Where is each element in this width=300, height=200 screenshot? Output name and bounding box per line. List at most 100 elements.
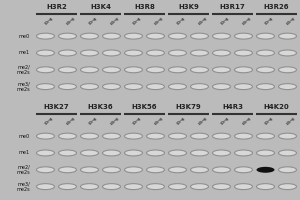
Text: H3R8: H3R8	[134, 4, 155, 10]
Circle shape	[169, 67, 187, 73]
Circle shape	[256, 133, 274, 139]
Text: 60ng: 60ng	[154, 115, 164, 126]
Circle shape	[256, 33, 274, 39]
Circle shape	[37, 184, 55, 190]
Circle shape	[37, 84, 55, 90]
Text: 60ng: 60ng	[198, 15, 208, 26]
Circle shape	[256, 150, 274, 156]
Circle shape	[235, 33, 253, 39]
Circle shape	[124, 184, 142, 190]
Text: 10ng: 10ng	[264, 115, 274, 126]
Circle shape	[37, 50, 55, 56]
Circle shape	[103, 133, 121, 139]
Circle shape	[37, 133, 55, 139]
Circle shape	[169, 167, 187, 173]
Circle shape	[146, 33, 164, 39]
Circle shape	[169, 150, 187, 156]
Circle shape	[169, 33, 187, 39]
Circle shape	[124, 167, 142, 173]
Text: 60ng: 60ng	[198, 115, 208, 126]
Text: 60ng: 60ng	[110, 115, 120, 126]
Circle shape	[190, 150, 208, 156]
Circle shape	[103, 67, 121, 73]
Text: 60ng: 60ng	[66, 115, 76, 126]
Circle shape	[80, 150, 98, 156]
Circle shape	[169, 184, 187, 190]
Circle shape	[103, 84, 121, 90]
Text: 60ng: 60ng	[242, 115, 252, 126]
Circle shape	[169, 133, 187, 139]
Circle shape	[103, 184, 121, 190]
Circle shape	[169, 50, 187, 56]
Circle shape	[190, 133, 208, 139]
Text: H3K27: H3K27	[44, 104, 69, 110]
Circle shape	[37, 33, 55, 39]
Circle shape	[278, 167, 296, 173]
Text: 60ng: 60ng	[154, 15, 164, 26]
Text: H3K56: H3K56	[132, 104, 157, 110]
Circle shape	[190, 67, 208, 73]
Circle shape	[58, 184, 76, 190]
Circle shape	[103, 50, 121, 56]
Circle shape	[278, 50, 296, 56]
Circle shape	[124, 133, 142, 139]
Circle shape	[58, 50, 76, 56]
Text: 60ng: 60ng	[242, 15, 252, 26]
Circle shape	[58, 133, 76, 139]
Circle shape	[103, 167, 121, 173]
Circle shape	[212, 33, 230, 39]
Circle shape	[235, 150, 253, 156]
Circle shape	[256, 184, 274, 190]
Circle shape	[146, 50, 164, 56]
Text: H3K36: H3K36	[88, 104, 113, 110]
Text: 10ng: 10ng	[44, 15, 54, 26]
Text: 10ng: 10ng	[44, 115, 54, 126]
Circle shape	[146, 184, 164, 190]
Text: 60ng: 60ng	[286, 115, 296, 126]
Circle shape	[278, 33, 296, 39]
Circle shape	[212, 167, 230, 173]
Circle shape	[278, 84, 296, 90]
Text: 10ng: 10ng	[264, 15, 274, 26]
Text: 10ng: 10ng	[132, 15, 142, 26]
Text: me3/
me2s: me3/ me2s	[16, 181, 30, 192]
Circle shape	[124, 150, 142, 156]
Circle shape	[212, 133, 230, 139]
Circle shape	[235, 133, 253, 139]
Circle shape	[212, 184, 230, 190]
Text: 10ng: 10ng	[88, 15, 98, 26]
Text: H3K9: H3K9	[178, 4, 199, 10]
Circle shape	[235, 50, 253, 56]
Text: 10ng: 10ng	[132, 115, 142, 126]
Circle shape	[124, 33, 142, 39]
Circle shape	[256, 50, 274, 56]
Circle shape	[190, 84, 208, 90]
Circle shape	[80, 50, 98, 56]
Text: me1: me1	[19, 50, 30, 55]
Circle shape	[235, 67, 253, 73]
Circle shape	[146, 167, 164, 173]
Circle shape	[80, 67, 98, 73]
Text: me2/
me2s: me2/ me2s	[16, 164, 30, 175]
Text: 10ng: 10ng	[176, 15, 186, 26]
Circle shape	[212, 50, 230, 56]
Circle shape	[256, 67, 274, 73]
Text: 10ng: 10ng	[176, 115, 186, 126]
Circle shape	[58, 33, 76, 39]
Circle shape	[80, 184, 98, 190]
Text: H4R3: H4R3	[222, 104, 243, 110]
Text: H3R2: H3R2	[46, 4, 67, 10]
Circle shape	[235, 84, 253, 90]
Circle shape	[190, 167, 208, 173]
Circle shape	[190, 184, 208, 190]
Circle shape	[146, 133, 164, 139]
Text: H4K20: H4K20	[264, 104, 290, 110]
Circle shape	[212, 84, 230, 90]
Circle shape	[278, 133, 296, 139]
Circle shape	[37, 167, 55, 173]
Circle shape	[235, 184, 253, 190]
Text: me0: me0	[19, 34, 30, 39]
Text: H3R17: H3R17	[220, 4, 245, 10]
Text: H3R26: H3R26	[264, 4, 289, 10]
Circle shape	[235, 167, 253, 173]
